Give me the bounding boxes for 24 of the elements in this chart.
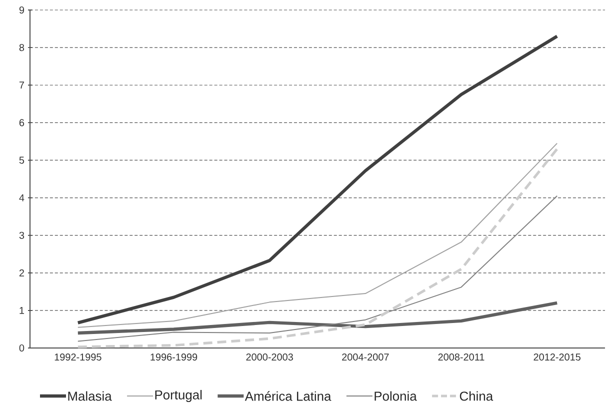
- line-series: [76, 301, 559, 335]
- y-tick-label: 9: [19, 6, 24, 14]
- y-tick-label: 1: [20, 307, 24, 314]
- y-tick-label: 6: [19, 119, 24, 126]
- legend-label: Polonia: [374, 391, 417, 401]
- y-tick-label: 7: [19, 82, 24, 89]
- legend-label: China: [460, 391, 494, 401]
- legend-label: Portugal: [155, 390, 202, 402]
- y-tick-label: 4: [19, 194, 24, 202]
- y-tick-label: 5: [19, 156, 24, 164]
- y-tick-label: 2: [19, 269, 24, 276]
- y-tick-label: 0: [19, 344, 24, 352]
- x-tick-label: 2008-2011: [438, 354, 484, 361]
- legend-label: Malasia: [68, 391, 112, 401]
- line-series: [76, 34, 559, 324]
- legend-label: América Latina: [244, 391, 332, 401]
- line-series: [77, 195, 558, 342]
- x-tick-label: 2004-2007: [342, 354, 389, 361]
- y-tick-label: 3: [19, 232, 24, 239]
- x-tick-label: 2000-2003: [246, 354, 293, 361]
- x-tick-label: 1992-1995: [54, 354, 102, 361]
- y-tick-label: 8: [19, 44, 24, 52]
- x-tick-label: 1996-1999: [150, 354, 198, 361]
- x-tick-label: 2012-2015: [534, 354, 580, 361]
